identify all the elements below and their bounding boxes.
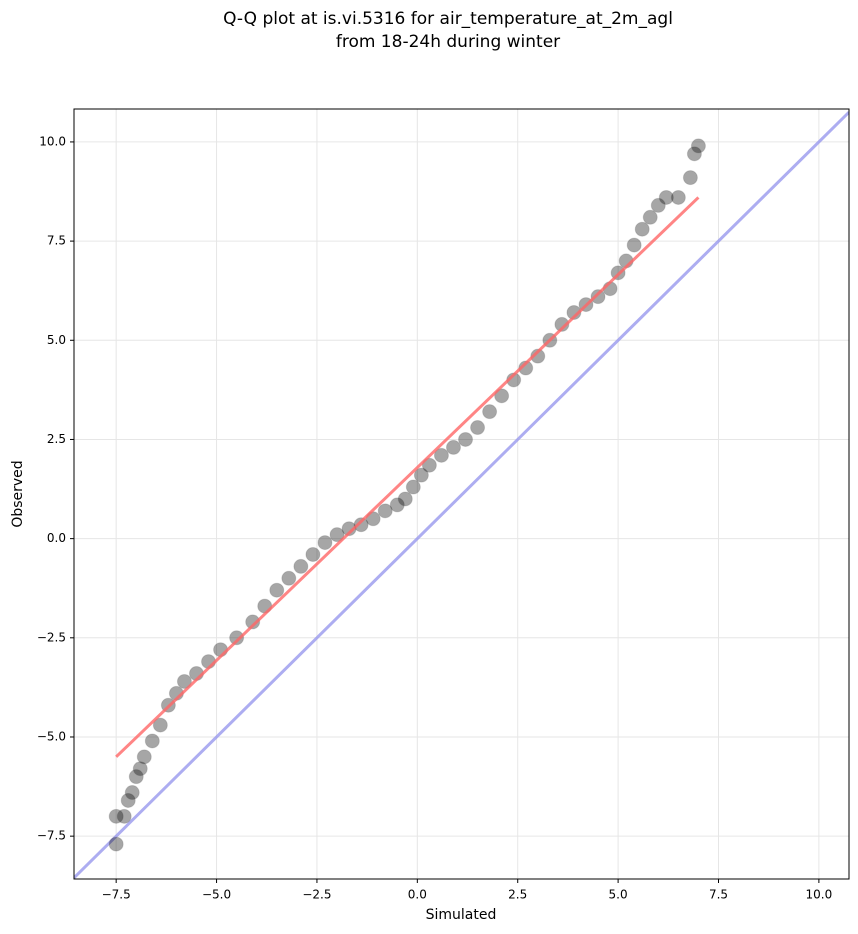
point: [281, 570, 297, 586]
x-tick-label: 7.5: [709, 888, 728, 902]
point: [269, 582, 285, 598]
point: [554, 316, 570, 332]
y-tick-label: 5.0: [47, 333, 66, 347]
point: [482, 404, 498, 420]
y-tick-label: 10.0: [39, 134, 66, 148]
x-tick-label: −5.0: [202, 888, 231, 902]
axes-frame: [73, 108, 850, 880]
point: [397, 491, 413, 507]
x-tick-label: −7.5: [102, 888, 131, 902]
point: [329, 527, 345, 543]
plot-area: [74, 109, 849, 879]
point: [116, 808, 132, 824]
point: [120, 792, 136, 808]
y-tick-label: 7.5: [47, 234, 66, 248]
point: [389, 497, 405, 513]
point: [566, 305, 582, 321]
chart-title: from 18-24h during winter: [336, 32, 560, 52]
y-tick-label: −7.5: [37, 829, 66, 843]
point: [650, 197, 666, 213]
point: [245, 614, 261, 630]
x-tick-label: 2.5: [508, 888, 527, 902]
point: [405, 479, 421, 495]
x-axis-label: Simulated: [426, 907, 497, 923]
chart-title: Q-Q plot at is.vi.5316 for air_temperatu…: [223, 9, 673, 29]
point: [229, 630, 245, 646]
point: [353, 517, 369, 533]
point: [136, 749, 152, 765]
reference-line: [74, 111, 849, 879]
point: [634, 221, 650, 237]
point: [658, 189, 674, 205]
point: [590, 289, 606, 305]
point: [124, 785, 140, 801]
point: [445, 439, 461, 455]
point: [305, 546, 321, 562]
point: [317, 535, 333, 551]
point: [690, 138, 706, 154]
point: [128, 769, 144, 785]
point: [293, 558, 309, 574]
x-tick-label: 0.0: [408, 888, 427, 902]
point: [642, 209, 658, 225]
point: [413, 467, 429, 483]
x-tick-label: 5.0: [609, 888, 628, 902]
x-tick-label: −2.5: [302, 888, 331, 902]
point: [108, 836, 124, 852]
y-tick-label: −2.5: [37, 630, 66, 644]
point: [144, 733, 160, 749]
fit-line: [115, 196, 700, 758]
point: [494, 388, 510, 404]
point: [530, 348, 546, 364]
point: [670, 189, 686, 205]
point: [132, 761, 148, 777]
point: [433, 447, 449, 463]
y-tick-label: 2.5: [47, 432, 66, 446]
point: [176, 673, 192, 689]
point: [470, 420, 486, 436]
y-tick-label: 0.0: [47, 531, 66, 545]
point: [626, 237, 642, 253]
point: [421, 457, 437, 473]
point: [377, 503, 393, 519]
y-tick-label: −5.0: [37, 729, 66, 743]
point: [341, 521, 357, 537]
point: [686, 146, 702, 162]
point: [682, 170, 698, 186]
x-tick-label: 10.0: [806, 888, 833, 902]
point: [152, 717, 168, 733]
point: [108, 808, 124, 824]
point: [458, 431, 474, 447]
y-axis-label: Observed: [10, 460, 26, 527]
